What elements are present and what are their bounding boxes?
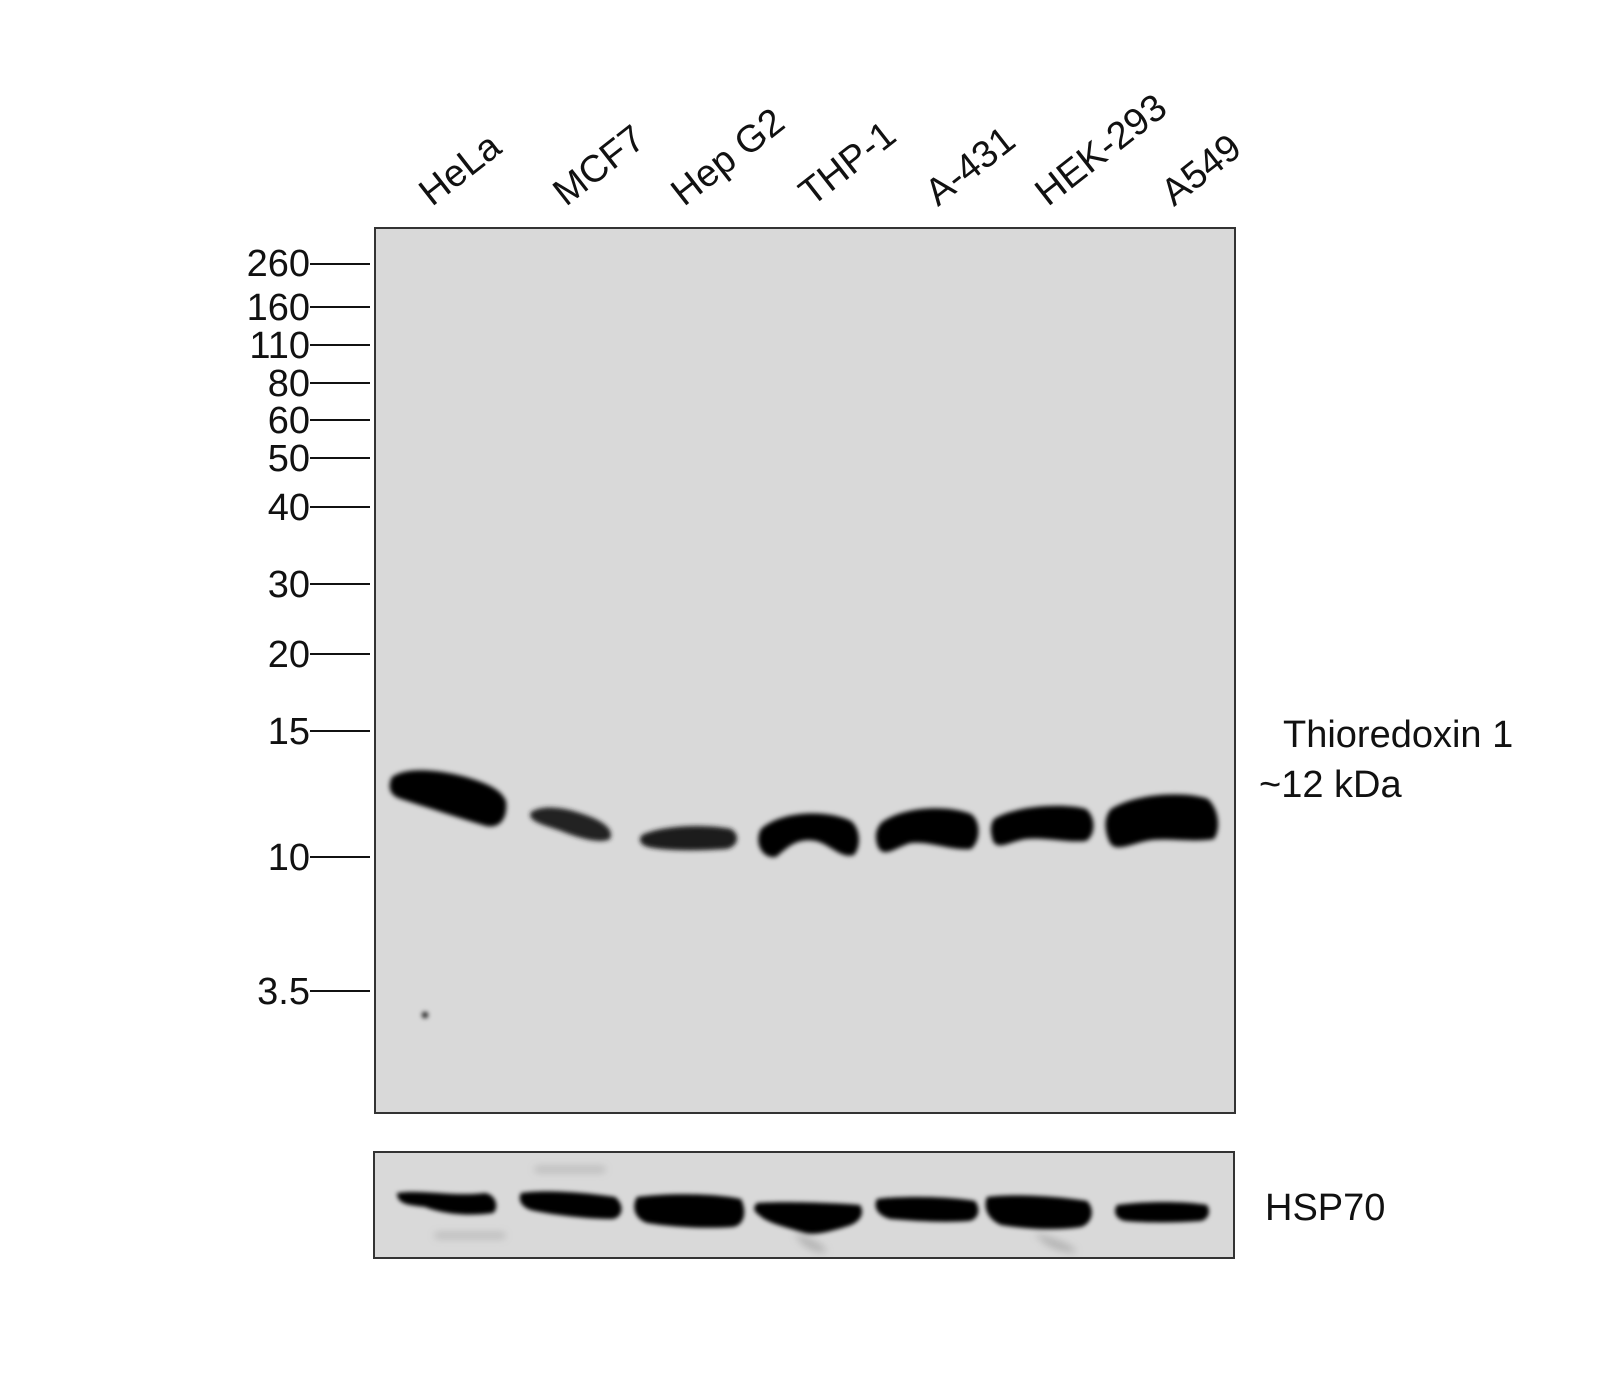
hsp70-band-mcf7 xyxy=(519,1191,622,1219)
mw-label-15: 15 xyxy=(267,711,310,753)
mw-tick-20 xyxy=(310,653,370,655)
faint-band-2 xyxy=(535,1167,605,1172)
mw-label-110: 110 xyxy=(249,325,310,367)
band-hek293 xyxy=(990,805,1094,846)
lane-label-mcf7: MCF7 xyxy=(545,117,653,215)
hsp70-band-thp1 xyxy=(754,1202,863,1234)
mw-tick-260 xyxy=(310,263,370,265)
mw-label-10: 10 xyxy=(267,837,310,879)
lane-label-a549: A549 xyxy=(1153,126,1250,215)
band-mcf7 xyxy=(530,807,612,842)
lane-label-a431: A-431 xyxy=(917,118,1024,215)
band-thp1 xyxy=(758,813,859,858)
faint-band-1 xyxy=(435,1233,505,1238)
hsp70-band-hek293 xyxy=(985,1195,1092,1230)
loading-control-panel xyxy=(373,1151,1235,1259)
mw-tick-3-5 xyxy=(310,990,370,992)
mw-tick-80 xyxy=(310,382,370,384)
mw-tick-10 xyxy=(310,856,370,858)
main-blot-panel xyxy=(374,227,1236,1114)
hsp70-band-hepg2 xyxy=(634,1194,745,1228)
mw-label-50: 50 xyxy=(267,438,310,480)
lane-label-hek293: HEK-293 xyxy=(1027,86,1175,215)
band-a431 xyxy=(875,808,979,853)
mw-label-260: 260 xyxy=(246,243,310,285)
mw-label-20: 20 xyxy=(267,634,310,676)
mw-tick-40 xyxy=(310,506,370,508)
mw-tick-60 xyxy=(310,419,370,421)
band-hepg2 xyxy=(639,826,738,851)
faint-smear-thp1 xyxy=(795,1233,826,1253)
mw-label-160: 160 xyxy=(246,287,310,329)
target-size-label: ~12 kDa xyxy=(1259,764,1402,806)
hsp70-band-hela xyxy=(397,1191,497,1215)
loading-control-label: HSP70 xyxy=(1265,1187,1386,1229)
hsp70-band-a431 xyxy=(875,1196,979,1222)
mw-tick-160 xyxy=(310,306,370,308)
loading-control-bands xyxy=(397,1167,1209,1253)
main-blot-bands xyxy=(389,770,1219,1018)
mw-label-80: 80 xyxy=(267,363,310,405)
mw-tick-110 xyxy=(310,344,370,346)
mw-tick-30 xyxy=(310,583,370,585)
mw-tick-15 xyxy=(310,730,370,732)
faint-smear-hek xyxy=(1035,1233,1076,1253)
hsp70-band-a549 xyxy=(1115,1202,1209,1223)
band-hela xyxy=(389,770,507,827)
mw-label-3-5: 3.5 xyxy=(257,971,310,1013)
mw-label-30: 30 xyxy=(267,564,310,606)
band-a549 xyxy=(1105,794,1219,848)
lane-label-hela: HeLa xyxy=(411,125,509,215)
lane-label-thp1: THP-1 xyxy=(791,113,904,215)
speck xyxy=(422,1012,428,1018)
lane-label-hepg2: Hep G2 xyxy=(663,100,793,215)
mw-label-60: 60 xyxy=(267,400,310,442)
mw-label-40: 40 xyxy=(267,487,310,529)
target-name-label: Thioredoxin 1 xyxy=(1283,714,1514,756)
mw-tick-50 xyxy=(310,457,370,459)
